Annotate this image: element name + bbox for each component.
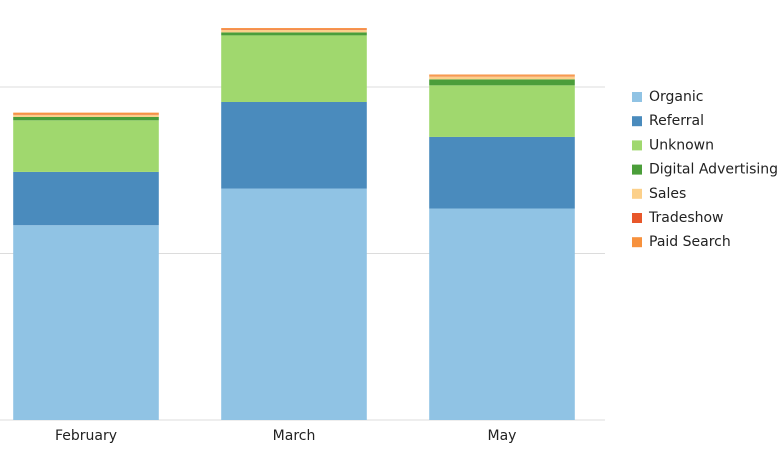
bar-segment (13, 120, 159, 172)
x-tick-label: May (488, 428, 517, 444)
bar-segment (13, 114, 159, 117)
bar-segment (221, 35, 367, 102)
x-tick-label: March (273, 428, 316, 444)
legend-label: Tradeshow (648, 210, 724, 226)
legend-label: Sales (649, 186, 686, 202)
legend-swatch (632, 92, 642, 102)
legend-swatch (632, 237, 642, 248)
legend-label: Organic (649, 89, 703, 105)
legend-swatch (632, 116, 642, 127)
bar-segment (13, 112, 159, 114)
bar-segment (221, 32, 367, 36)
bar-segment (13, 225, 159, 420)
legend-label: Paid Search (649, 234, 731, 250)
bar-segment (221, 28, 367, 30)
bar-segment (429, 76, 575, 80)
bar-segment (429, 136, 575, 209)
legend-swatch (632, 188, 642, 199)
bar-segment (221, 29, 367, 33)
legend-swatch (632, 140, 642, 151)
legend-label: Digital Advertising (649, 162, 778, 178)
bar-segment (429, 85, 575, 137)
legend-label: Referral (649, 113, 704, 129)
legend-swatch (632, 213, 642, 223)
bar-segment (221, 188, 367, 420)
bar-segment (221, 101, 367, 189)
legend-label: Unknown (649, 137, 714, 153)
bar-segment (13, 171, 159, 226)
legend-swatch (632, 164, 642, 175)
bar-segment (429, 74, 575, 76)
x-tick-label: February (55, 428, 117, 444)
bar-segment (429, 208, 575, 420)
bar-segment (429, 79, 575, 86)
bar-segment (13, 116, 159, 121)
